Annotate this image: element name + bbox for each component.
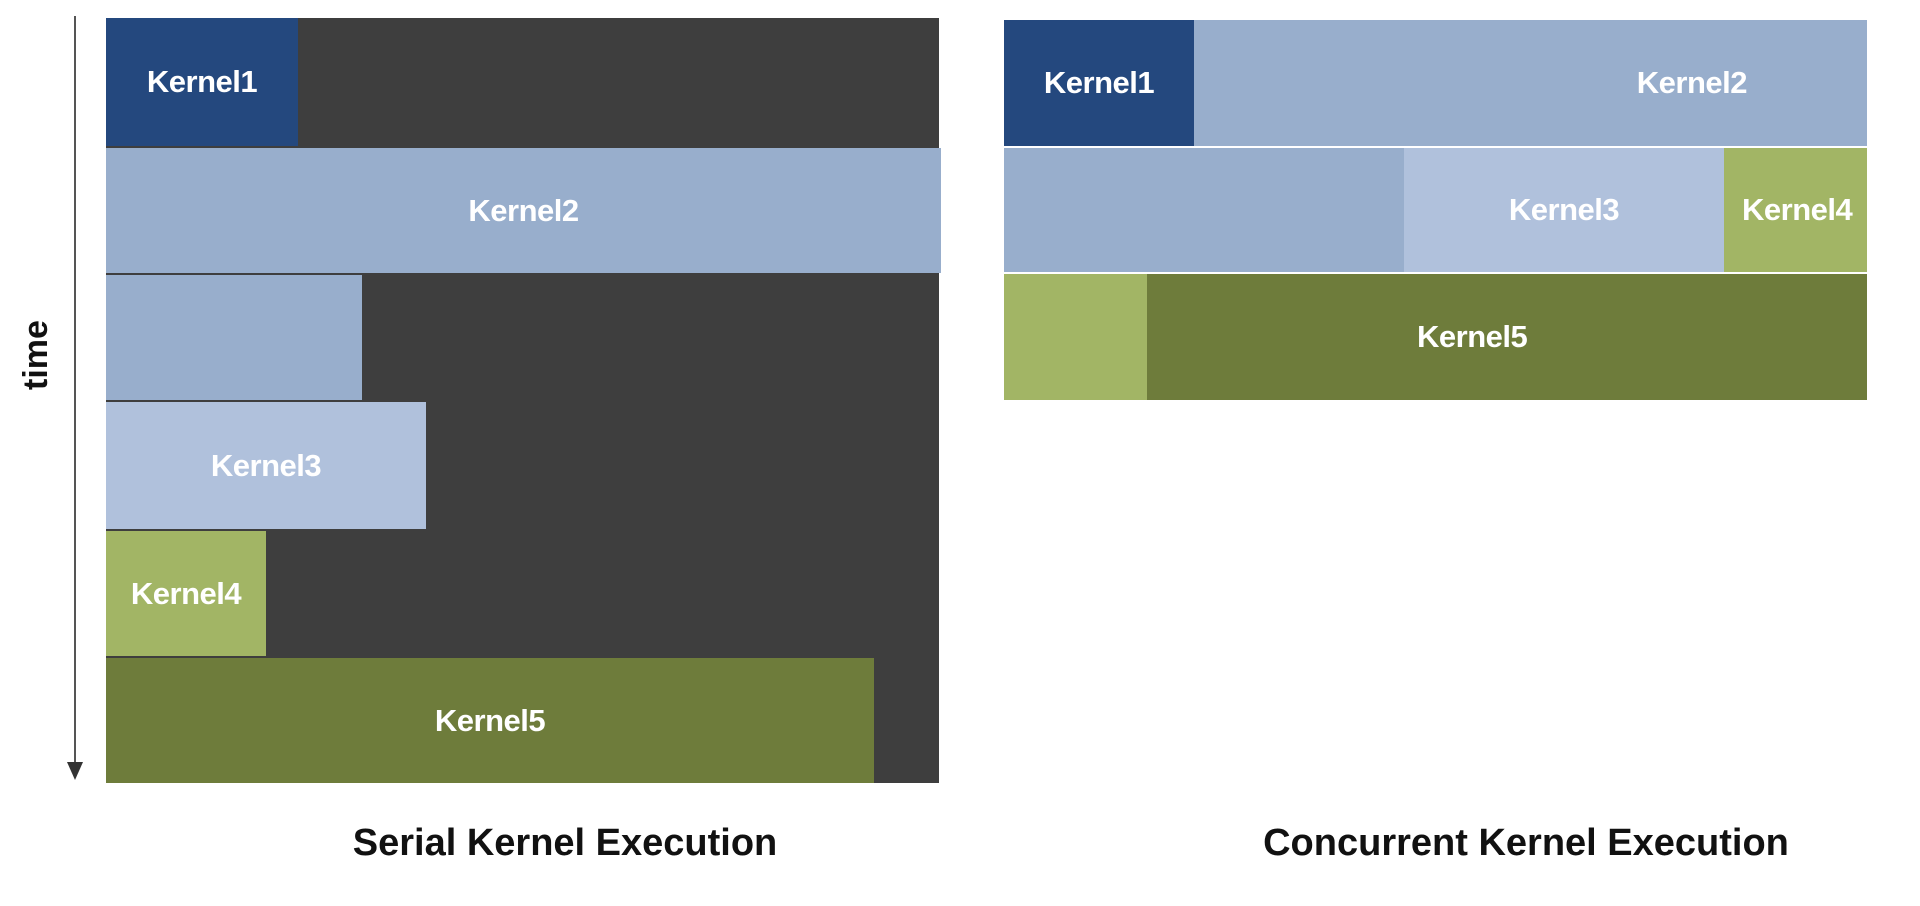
concurrent-caption: Concurrent Kernel Execution	[1263, 822, 1789, 864]
concurrent-kernel2-block: Kernel2	[1194, 20, 1867, 146]
serial-caption: Serial Kernel Execution	[352, 822, 778, 864]
serial-kernel3-block: Kernel3	[106, 402, 426, 529]
concurrent-kernel3-block: Kernel3	[1404, 148, 1724, 272]
time-axis-arrow	[67, 16, 83, 780]
concurrent-kernel4-tail-block	[1004, 274, 1147, 400]
concurrent-kernel2-tail-block	[1004, 148, 1404, 272]
serial-kernel2-tail-block	[106, 275, 362, 400]
serial-kernel5-block: Kernel5	[106, 658, 874, 783]
concurrent-kernel5-block: Kernel5	[1147, 274, 1867, 400]
serial-execution-panel: Kernel1 Kernel2 Kernel3 Kernel4 Kernel5	[106, 18, 941, 783]
serial-kernel4-block: Kernel4	[106, 531, 266, 656]
concurrent-kernel1-block: Kernel1	[1004, 20, 1194, 146]
serial-kernel1-block: Kernel1	[106, 18, 298, 146]
serial-kernel2-block: Kernel2	[106, 148, 941, 273]
concurrent-kernel4-block: Kernel4	[1724, 148, 1867, 272]
time-axis-label: time	[17, 320, 55, 390]
concurrent-execution-panel: Kernel1 Kernel2 Kernel3 Kernel4 Kernel5	[1004, 20, 1867, 400]
